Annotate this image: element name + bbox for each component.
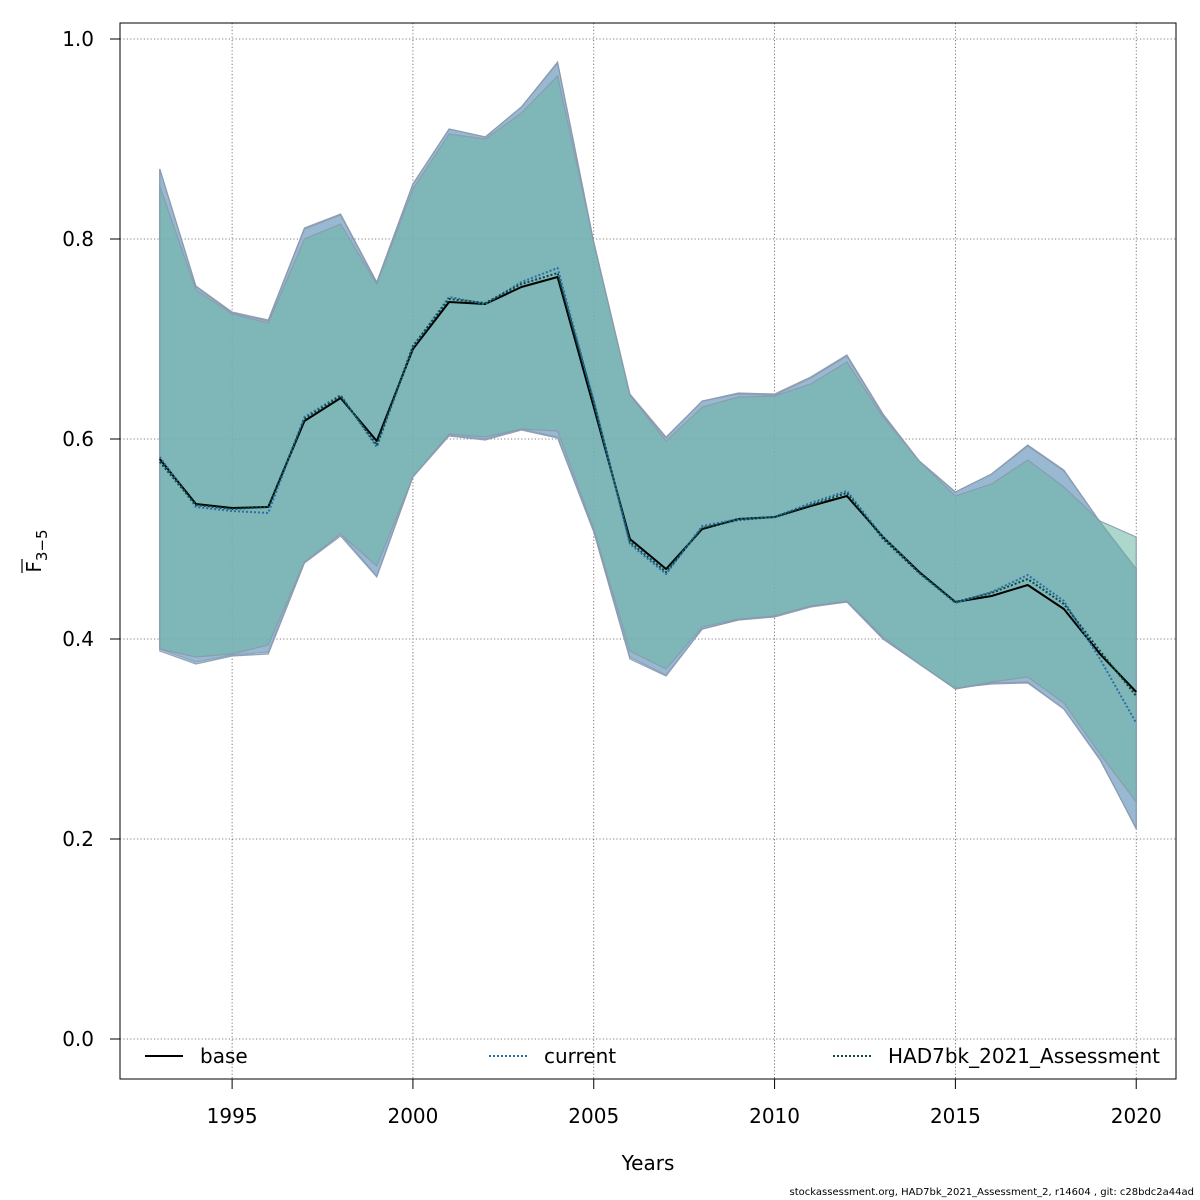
x-tick-label: 2005	[568, 1104, 619, 1128]
x-tick-label: 1995	[207, 1104, 258, 1128]
legend: base current HAD7bk_2021_Assessment	[145, 1044, 1160, 1068]
legend-label-had7bk: HAD7bk_2021_Assessment	[888, 1044, 1160, 1068]
y-tick-label: 0.8	[62, 227, 94, 251]
y-tick-label: 1.0	[62, 27, 94, 51]
y-tick-label: 0.4	[62, 627, 94, 651]
x-tick-label: 2000	[387, 1104, 438, 1128]
y-axis-title-subscript: 3−5	[33, 529, 51, 561]
y-tick-label: 0.0	[62, 1027, 94, 1051]
series-line-0	[159, 276, 1137, 693]
legend-label-base: base	[200, 1044, 248, 1068]
legend-item-had7bk: HAD7bk_2021_Assessment	[833, 1044, 1160, 1068]
series-line-1	[158, 267, 1138, 724]
legend-item-current: current	[489, 1044, 616, 1068]
y-axis: 0.0 0.2 0.4 0.6 0.8 1.0	[62, 27, 120, 1051]
plot-frame	[119, 22, 1177, 1080]
x-axis: 1995 2000 2005 2010 2015 2020	[207, 1079, 1162, 1128]
confidence-bands	[159, 60, 1137, 830]
legend-label-current: current	[544, 1044, 616, 1068]
y-axis-title: F3−5	[21, 529, 51, 573]
confidence-band-2	[159, 74, 1137, 804]
y-axis-title-main: F	[22, 561, 46, 573]
x-tick-label: 2015	[930, 1104, 981, 1128]
series-line-2	[159, 272, 1137, 697]
y-tick-label: 0.2	[62, 827, 94, 851]
legend-item-base: base	[145, 1044, 248, 1068]
x-tick-label: 2010	[749, 1104, 800, 1128]
svg-text:F3−5: F3−5	[22, 529, 51, 572]
series-lines	[158, 267, 1138, 724]
footer-credit: stockassessment.org, HAD7bk_2021_Assessm…	[789, 1187, 1194, 1198]
x-tick-label: 2020	[1111, 1104, 1162, 1128]
x-axis-title: Years	[621, 1151, 675, 1175]
y-tick-label: 0.6	[62, 427, 94, 451]
